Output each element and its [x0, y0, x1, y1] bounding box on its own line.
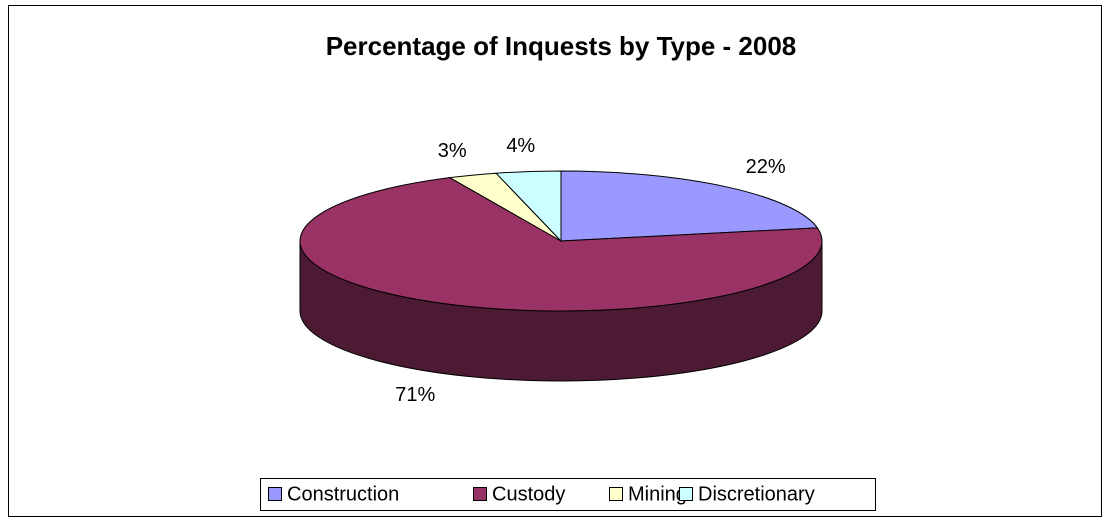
legend-swatch [609, 487, 623, 501]
data-label: 22% [746, 156, 786, 178]
legend-label: Discretionary [698, 483, 815, 505]
legend-box [260, 478, 876, 511]
legend-swatch [473, 487, 487, 501]
legend-label: Mining [628, 483, 687, 505]
legend-label: Custody [492, 483, 565, 505]
pie-slice [560, 170, 819, 242]
pie-slice [494, 170, 562, 243]
legend-swatch [268, 487, 282, 501]
data-label: 71% [395, 384, 435, 406]
legend-label: Construction [287, 483, 399, 505]
pie-slice [299, 177, 823, 312]
legend-swatch [679, 487, 693, 501]
data-label: 3% [438, 140, 467, 162]
chart-title: Percentage of Inquests by Type - 2008 [326, 31, 797, 61]
data-label: 4% [506, 135, 535, 157]
